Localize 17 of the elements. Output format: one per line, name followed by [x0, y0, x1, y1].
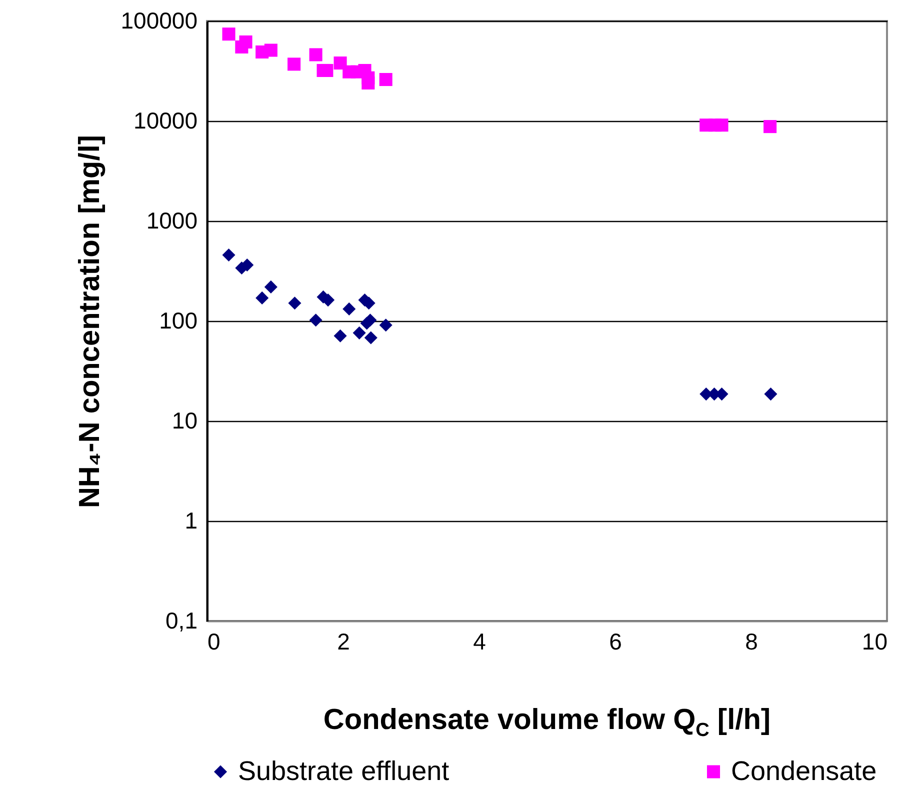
x-tick-label: 4	[473, 628, 486, 654]
x-tick-label: 10	[862, 628, 888, 654]
y-tick-label: 1	[184, 508, 198, 534]
y-tick-label: 10	[172, 408, 198, 434]
x-tick-label: 6	[609, 628, 622, 654]
x-tick-label: 8	[745, 628, 758, 654]
legend-label: Substrate effluent	[238, 756, 450, 786]
x-axis-title: Condensate volume flow Q$_{C}$ [l/h]	[322, 704, 772, 742]
y-tick-label: 100	[159, 308, 198, 334]
y-tick-label: 0,1	[166, 608, 198, 634]
x-tick-label: 0	[208, 628, 220, 654]
y-axis-title: NH₄-N concentration [mg/l]	[74, 134, 106, 508]
x-tick-label: 2	[337, 628, 350, 654]
y-tick-label: 10000	[134, 108, 198, 134]
y-tick-label: 1000	[146, 208, 198, 234]
legend-label: Condensate	[731, 756, 877, 786]
y-tick-label: 100000	[120, 8, 198, 34]
